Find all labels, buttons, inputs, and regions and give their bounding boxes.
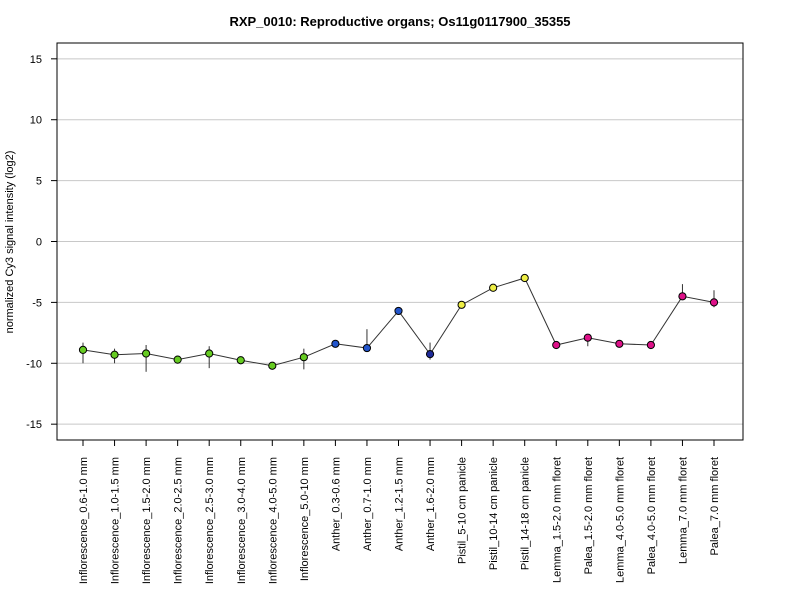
x-tick-label: Inflorescence_1.5-2.0 mm	[141, 457, 153, 584]
y-tick-label: 15	[30, 54, 42, 66]
x-tick-label: Inflorescence_2.5-3.0 mm	[204, 457, 216, 584]
grid-lines	[57, 58, 743, 425]
data-point	[299, 353, 308, 362]
data-point	[173, 355, 182, 364]
x-tick-label: Anther_0.7-1.0 mm	[362, 457, 374, 551]
x-tick-label: Anther_1.6-2.0 mm	[425, 457, 437, 551]
data-point	[457, 300, 466, 309]
x-tick-label: Pistil_10-14 cm panicle	[488, 457, 500, 570]
chart-title: RXP_0010: Reproductive organs; Os11g0117…	[229, 14, 570, 29]
data-point	[489, 283, 498, 292]
data-point	[583, 333, 592, 342]
x-tick-label: Inflorescence_4.0-5.0 mm	[267, 457, 279, 584]
data-point	[142, 349, 151, 358]
data-point	[331, 339, 340, 348]
data-point	[110, 350, 119, 359]
data-point	[520, 273, 529, 283]
series-line	[82, 277, 715, 367]
x-tick-label: Pistil_14-18 cm panicle	[520, 457, 532, 570]
data-point	[709, 298, 719, 307]
y-tick-label: -5	[32, 297, 42, 309]
x-tick-label: Lemma_7.0 mm floret	[677, 457, 689, 564]
data-point	[678, 292, 687, 301]
y-tick-label: 5	[36, 176, 42, 188]
x-tick-label: Inflorescence_1.0-1.5 mm	[110, 457, 122, 584]
y-tick-label: 0	[36, 237, 42, 249]
x-tick-label: Inflorescence_2.0-2.5 mm	[173, 457, 185, 584]
x-tick-label: Inflorescence_5.0-10 mm	[299, 457, 311, 581]
y-tick-label: -10	[26, 358, 42, 370]
plot-frame	[56, 42, 744, 441]
data-point	[205, 349, 214, 358]
data-point	[394, 306, 403, 316]
x-tick-label: Palea_7.0 mm floret	[709, 457, 721, 555]
data-point	[552, 340, 561, 350]
x-tick-label: Palea_4.0-5.0 mm floret	[646, 457, 658, 574]
x-tick-label: Inflorescence_3.0-4.0 mm	[236, 457, 248, 584]
data-point	[362, 343, 372, 353]
x-tick-label: Pistil_5-10 cm panicle	[457, 457, 469, 564]
x-tick-label: Lemma_1.5-2.0 mm floret	[551, 457, 563, 583]
x-tick-label: Anther_1.2-1.5 mm	[394, 457, 406, 551]
data-point	[236, 356, 245, 365]
data-point	[268, 361, 277, 370]
x-tick-label: Lemma_4.0-5.0 mm floret	[614, 457, 626, 583]
data-point	[615, 339, 624, 348]
data-point	[425, 350, 435, 359]
data-point	[78, 345, 88, 354]
y-tick-label: -15	[26, 419, 42, 431]
x-tick-label: Inflorescence_0.6-1.0 mm	[78, 457, 90, 584]
x-tick-label: Anther_0.3-0.6 mm	[330, 457, 342, 551]
x-axis-ticks: Inflorescence_0.6-1.0 mm Inflorescence_1.…	[78, 440, 721, 584]
data-point	[646, 340, 656, 350]
y-axis-label: normalized Cy3 signal intensity (log2)	[4, 151, 16, 334]
series	[78, 273, 719, 372]
y-tick-label: 10	[30, 115, 42, 127]
y-axis-ticks: -15 -10 -5 0 5 10 15	[26, 54, 57, 431]
x-tick-label: Palea_1.5-2.0 mm floret	[583, 457, 595, 574]
